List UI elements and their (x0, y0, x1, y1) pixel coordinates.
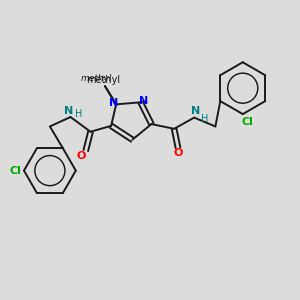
Text: methyl: methyl (81, 74, 112, 83)
Text: N: N (191, 106, 200, 116)
Text: N: N (109, 98, 118, 108)
Text: methyl: methyl (103, 78, 108, 80)
Text: N: N (64, 106, 73, 116)
Text: N: N (139, 96, 148, 106)
Text: methyl: methyl (86, 75, 121, 85)
Text: O: O (77, 151, 86, 161)
Text: O: O (173, 148, 183, 158)
Text: Cl: Cl (241, 117, 253, 127)
Text: methyl: methyl (95, 80, 101, 81)
Text: H: H (75, 109, 82, 119)
Text: H: H (201, 114, 208, 124)
Text: Cl: Cl (10, 166, 22, 176)
